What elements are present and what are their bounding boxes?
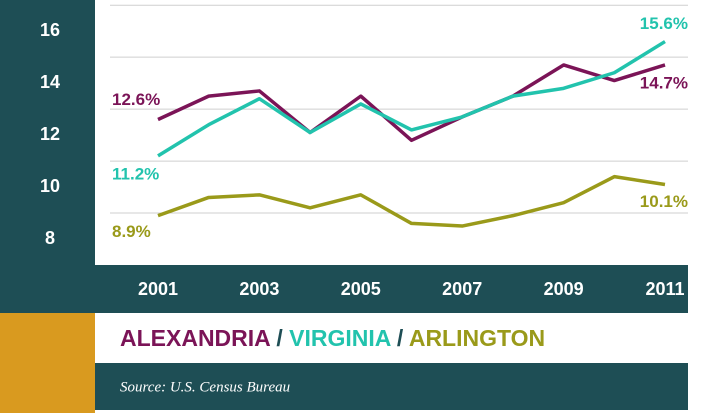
legend-entry: ALEXANDRIA xyxy=(120,325,270,351)
data-label: 14.7% xyxy=(640,73,688,92)
data-label: 15.6% xyxy=(640,14,688,33)
y-axis-panel xyxy=(0,0,95,313)
x-tick-label: 2001 xyxy=(138,279,178,299)
data-label: 12.6% xyxy=(112,90,160,109)
x-tick-label: 2007 xyxy=(442,279,482,299)
legend-entry: ARLINGTON xyxy=(409,325,545,351)
legend-entry: VIRGINIA xyxy=(289,325,391,351)
source-panel xyxy=(95,363,688,410)
line xyxy=(157,174,666,228)
y-tick-label: 8 xyxy=(45,228,55,248)
line xyxy=(157,63,666,143)
accent-block xyxy=(0,313,95,413)
x-tick-label: 2009 xyxy=(544,279,584,299)
data-label: 11.2% xyxy=(112,164,159,183)
x-axis-panel xyxy=(95,265,688,313)
y-tick-label: 16 xyxy=(40,20,60,40)
x-tick-label: 2011 xyxy=(645,279,684,299)
data-label: 8.9% xyxy=(112,222,151,241)
x-tick-label: 2003 xyxy=(239,279,279,299)
y-tick-label: 12 xyxy=(40,124,60,144)
x-tick-label: 2005 xyxy=(341,279,381,299)
data-label: 10.1% xyxy=(640,192,688,211)
y-tick-label: 10 xyxy=(40,176,60,196)
legend-separator: / xyxy=(270,325,289,351)
source: Source: U.S. Census Bureau xyxy=(120,379,290,395)
line xyxy=(157,40,666,158)
legend: ALEXANDRIA / VIRGINIA / ARLINGTON xyxy=(120,325,545,351)
y-tick-label: 14 xyxy=(40,72,60,92)
legend-separator: / xyxy=(391,325,409,351)
